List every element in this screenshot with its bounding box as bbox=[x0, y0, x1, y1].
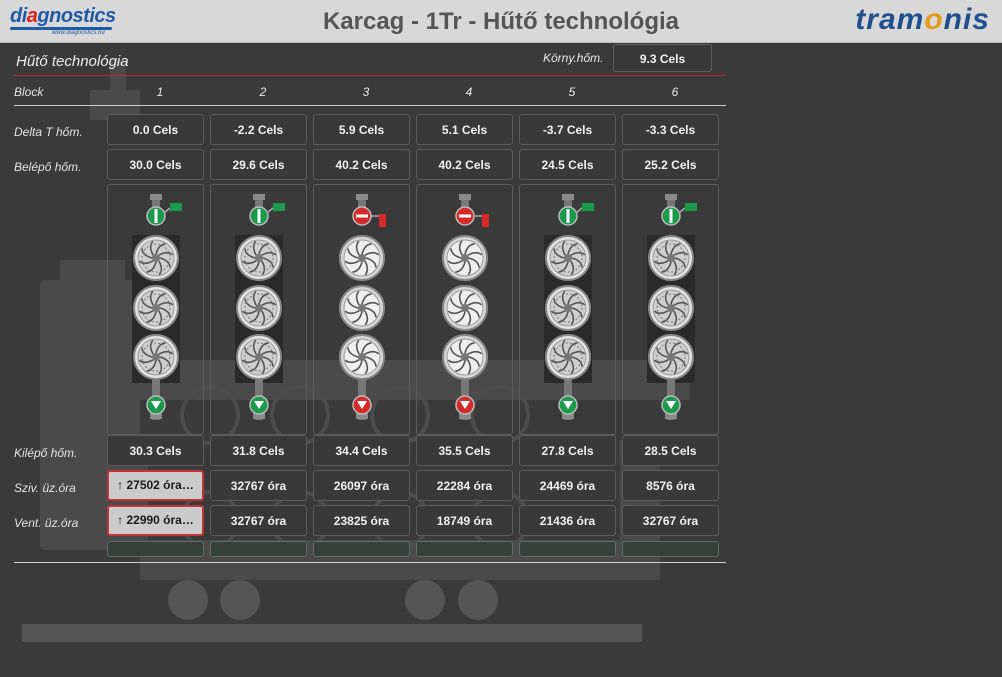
header-divider bbox=[14, 105, 726, 106]
block-number: 1 bbox=[156, 85, 164, 99]
pump-hours-label: Sziv. üz.óra bbox=[14, 481, 76, 495]
ambient-temp-label: Körny.hőm. bbox=[543, 51, 604, 65]
fan-hours-value: 23825 óra bbox=[313, 505, 410, 536]
fan-hours-value: 32767 óra bbox=[622, 505, 719, 536]
block-status-bar bbox=[519, 541, 616, 557]
inlet-temp-value: 40.2 Cels bbox=[313, 149, 410, 180]
cooler-unit-6[interactable] bbox=[622, 184, 719, 435]
section-divider bbox=[14, 75, 726, 76]
inlet-temp-value: 25.2 Cels bbox=[622, 149, 719, 180]
cooler-unit-4[interactable] bbox=[416, 184, 513, 435]
block-status-bar bbox=[416, 541, 513, 557]
inlet-temp-value: 29.6 Cels bbox=[210, 149, 307, 180]
inlet-temp-value: 30.0 Cels bbox=[107, 149, 204, 180]
fan-hours-label: Vent. üz.óra bbox=[14, 516, 79, 530]
logo-url: www.diagnostics.hu bbox=[52, 30, 105, 36]
ambient-temp-value: 9.3 Cels bbox=[613, 44, 712, 72]
outlet-temp-value: 35.5 Cels bbox=[416, 435, 513, 466]
pump-hours-value: 32767 óra bbox=[210, 470, 307, 501]
delta-t-label: Delta T hőm. bbox=[14, 125, 83, 139]
pump-hours-value-alarm[interactable]: ↑ 27502 óra… bbox=[107, 470, 204, 501]
outlet-temp-value: 30.3 Cels bbox=[107, 435, 204, 466]
block-number: 6 bbox=[671, 85, 679, 99]
delta-t-value: -2.2 Cels bbox=[210, 114, 307, 145]
cooler-unit-3[interactable] bbox=[313, 184, 410, 435]
outlet-temp-value: 34.4 Cels bbox=[313, 435, 410, 466]
pump-hours-value: 22284 óra bbox=[416, 470, 513, 501]
delta-t-value: -3.3 Cels bbox=[622, 114, 719, 145]
pump-hours-value: 24469 óra bbox=[519, 470, 616, 501]
fan-hours-value: 18749 óra bbox=[416, 505, 513, 536]
block-number: 4 bbox=[465, 85, 473, 99]
cooler-unit-2[interactable] bbox=[210, 184, 307, 435]
fan-hours-value: 21436 óra bbox=[519, 505, 616, 536]
inlet-temp-label: Belépő hőm. bbox=[14, 160, 82, 174]
cooler-unit-1[interactable] bbox=[107, 184, 204, 435]
outlet-temp-value: 28.5 Cels bbox=[622, 435, 719, 466]
block-status-bar bbox=[313, 541, 410, 557]
outlet-temp-value: 31.8 Cels bbox=[210, 435, 307, 466]
delta-t-value: 5.1 Cels bbox=[416, 114, 513, 145]
fan-hours-value: 32767 óra bbox=[210, 505, 307, 536]
pump-hours-value: 8576 óra bbox=[622, 470, 719, 501]
section-title: Hűtő technológia bbox=[16, 53, 129, 70]
tramonis-logo: tramonis bbox=[855, 3, 990, 36]
block-status-bar bbox=[107, 541, 204, 557]
cooler-unit-5[interactable] bbox=[519, 184, 616, 435]
fan-hours-value-alarm[interactable]: ↑ 22990 óra… bbox=[107, 505, 204, 536]
outlet-temp-label: Kilépő hőm. bbox=[14, 446, 78, 460]
delta-t-value: 0.0 Cels bbox=[107, 114, 204, 145]
inlet-temp-value: 40.2 Cels bbox=[416, 149, 513, 180]
block-number: 3 bbox=[362, 85, 370, 99]
block-number: 2 bbox=[259, 85, 267, 99]
app-header: diagnostics www.diagnostics.hu Karcag - … bbox=[0, 0, 1002, 43]
delta-t-value: 5.9 Cels bbox=[313, 114, 410, 145]
block-status-bar bbox=[622, 541, 719, 557]
block-label: Block bbox=[14, 85, 44, 99]
outlet-temp-value: 27.8 Cels bbox=[519, 435, 616, 466]
inlet-temp-value: 24.5 Cels bbox=[519, 149, 616, 180]
pump-hours-value: 26097 óra bbox=[313, 470, 410, 501]
footer-divider bbox=[14, 562, 726, 563]
block-status-bar bbox=[210, 541, 307, 557]
block-number: 5 bbox=[568, 85, 576, 99]
delta-t-value: -3.7 Cels bbox=[519, 114, 616, 145]
page-title: Karcag - 1Tr - Hűtő technológia bbox=[322, 8, 680, 35]
diagnostics-logo: diagnostics www.diagnostics.hu bbox=[10, 5, 116, 36]
